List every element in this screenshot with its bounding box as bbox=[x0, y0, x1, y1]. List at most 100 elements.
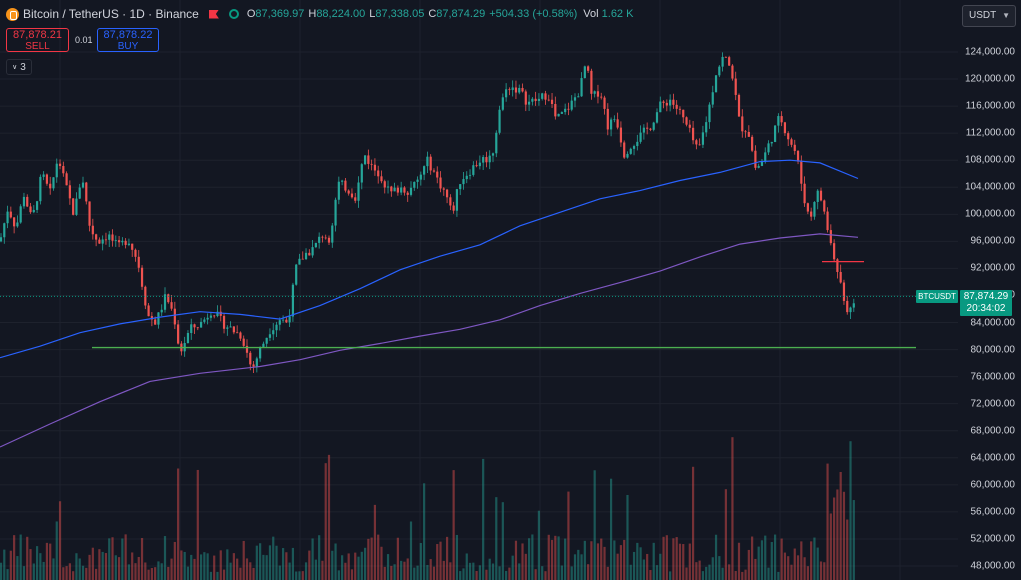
candle-body bbox=[580, 78, 583, 97]
volume-value: 1.62 K bbox=[601, 8, 634, 20]
high-key: H bbox=[308, 8, 317, 20]
candle-body bbox=[682, 109, 685, 118]
volume-bar bbox=[514, 540, 518, 580]
candle-body bbox=[101, 239, 104, 244]
y-tick-label: 76,000.00 bbox=[970, 371, 1016, 383]
candle-body bbox=[764, 152, 767, 161]
candle-body bbox=[567, 108, 570, 110]
y-tick-label: 48,000.00 bbox=[970, 560, 1016, 572]
candle-body bbox=[751, 136, 754, 151]
volume-bar bbox=[65, 566, 68, 580]
volume-bar bbox=[311, 538, 314, 580]
volume-bar bbox=[281, 548, 285, 580]
candle-body bbox=[81, 182, 85, 188]
candle-body bbox=[350, 193, 354, 198]
candle-body bbox=[259, 347, 262, 359]
volume-bar bbox=[32, 563, 35, 580]
candle-body bbox=[482, 157, 485, 163]
sell-price: 87,878.21 bbox=[13, 29, 62, 41]
volume-bar bbox=[170, 558, 173, 580]
buy-label: BUY bbox=[117, 41, 139, 52]
candle-body bbox=[773, 125, 777, 142]
candle-body bbox=[236, 332, 239, 334]
candle-body bbox=[49, 183, 52, 189]
candle-body bbox=[104, 239, 108, 241]
market-status-icon[interactable] bbox=[228, 9, 239, 19]
volume-bar bbox=[196, 469, 199, 580]
volume-bar bbox=[757, 546, 760, 580]
volume-bar bbox=[465, 553, 468, 580]
y-tick-label: 116,000.00 bbox=[965, 100, 1015, 112]
volume-bar bbox=[55, 521, 58, 580]
indicators-toggle-button[interactable]: ∨ 3 bbox=[6, 59, 32, 75]
candle-body bbox=[455, 189, 459, 211]
volume-bar bbox=[737, 542, 741, 580]
volume-info: Vol 1.62 K bbox=[583, 8, 633, 20]
candle-body bbox=[547, 99, 550, 101]
candle-body bbox=[485, 157, 488, 163]
volume-bar bbox=[436, 544, 439, 580]
volume-bar bbox=[790, 564, 793, 580]
currency-select[interactable]: USDT ▼ bbox=[962, 5, 1016, 27]
volume-bar bbox=[705, 566, 708, 580]
candle-body bbox=[603, 97, 606, 109]
volume-bar bbox=[518, 563, 521, 580]
candle-body bbox=[564, 108, 567, 113]
buy-button[interactable]: 87,878.22 BUY bbox=[97, 28, 159, 52]
volume-bar bbox=[718, 556, 721, 580]
candle-body bbox=[518, 87, 521, 93]
candle-body bbox=[196, 327, 199, 329]
candle-body bbox=[616, 119, 619, 128]
candle-body bbox=[393, 187, 396, 192]
volume-bar bbox=[691, 466, 695, 580]
candle-body bbox=[609, 119, 613, 130]
candle-body bbox=[190, 324, 193, 334]
volume-bar bbox=[360, 551, 363, 580]
candle-body bbox=[665, 102, 668, 106]
symbol-title[interactable]: Bitcoin / TetherUS · 1D · Binance bbox=[23, 7, 199, 21]
candle-body bbox=[354, 197, 357, 201]
volume-bar bbox=[304, 562, 308, 580]
y-tick-label: 84,000.00 bbox=[970, 317, 1016, 329]
volume-bar bbox=[252, 567, 255, 580]
candle-body bbox=[272, 330, 275, 335]
sell-button[interactable]: 87,878.21 SELL bbox=[6, 28, 69, 52]
symbol-info[interactable]: Bitcoin / TetherUS · 1D · Binance bbox=[6, 7, 219, 21]
candle-body bbox=[501, 97, 504, 110]
volume-bar bbox=[767, 567, 770, 580]
volume-bar bbox=[127, 564, 131, 580]
candle-body bbox=[449, 197, 452, 206]
volume-bar bbox=[298, 571, 301, 580]
currency-value: USDT bbox=[969, 10, 997, 21]
candle-body bbox=[226, 327, 229, 329]
volume-bar bbox=[485, 569, 488, 580]
volume-bar bbox=[29, 549, 32, 580]
volume-bar bbox=[295, 571, 298, 580]
candle-body bbox=[98, 239, 101, 244]
volume-bar bbox=[760, 540, 764, 580]
candle-body bbox=[770, 141, 773, 144]
volume-bar bbox=[354, 552, 357, 580]
volume-bar bbox=[9, 550, 12, 580]
volume-bar bbox=[806, 566, 809, 580]
volume-bar bbox=[232, 553, 235, 580]
volume-bar bbox=[209, 571, 213, 580]
candle-body bbox=[596, 91, 600, 97]
volume-bar bbox=[423, 483, 426, 580]
flag-icon[interactable] bbox=[208, 9, 219, 19]
candle-body bbox=[262, 343, 265, 348]
close-key: C bbox=[428, 8, 437, 20]
volume-bar bbox=[547, 534, 550, 580]
volume-bar bbox=[16, 556, 19, 580]
candle-body bbox=[511, 87, 514, 90]
volume-bar bbox=[400, 560, 403, 580]
candle-body bbox=[324, 237, 327, 239]
candle-body bbox=[55, 163, 58, 178]
volume-bar bbox=[606, 566, 609, 580]
volume-bar bbox=[236, 558, 239, 580]
volume-bar bbox=[488, 558, 491, 580]
candle-body bbox=[570, 100, 573, 110]
volume-bar bbox=[0, 562, 3, 580]
candle-body bbox=[537, 98, 541, 101]
